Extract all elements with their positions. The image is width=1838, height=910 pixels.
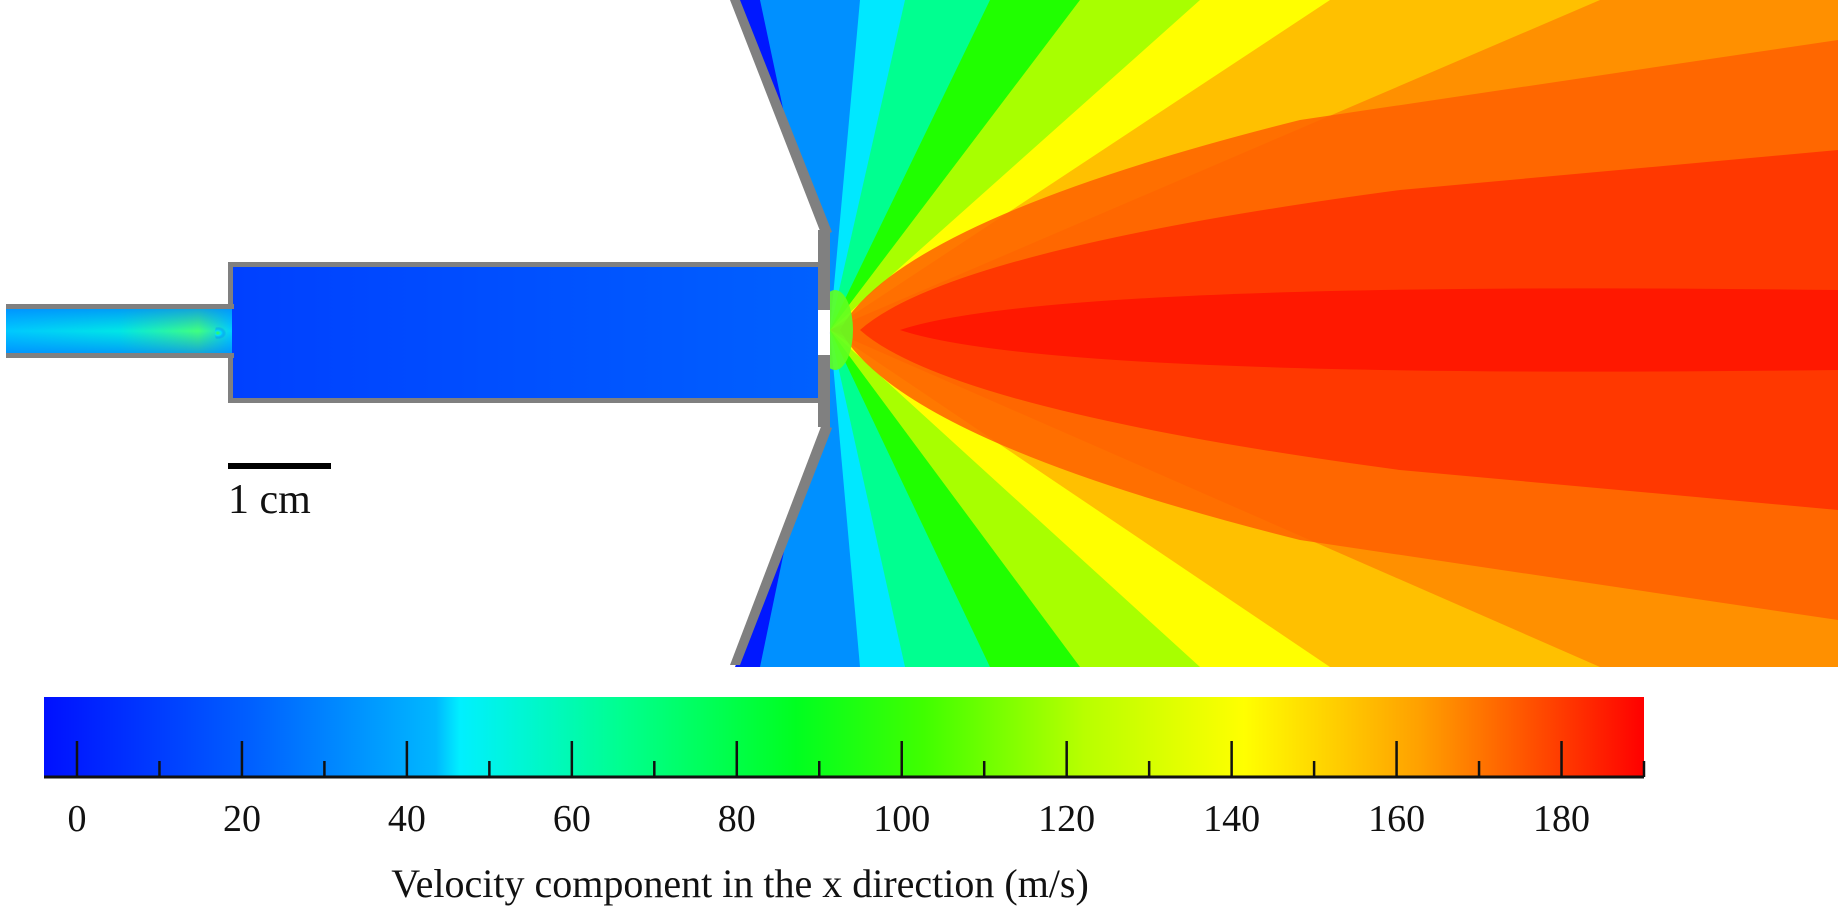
colorbar-tick-label-140: 140 [1203, 798, 1260, 840]
colorbar-tick-label-180: 180 [1533, 798, 1590, 840]
colorbar: 0 20 40 60 80 100 120 140 160 180 Velocity compon… [44, 697, 1646, 906]
nozzle-upper-wall [730, 0, 832, 236]
chamber-bottom-wall [228, 398, 820, 403]
orifice-plate-top [818, 230, 830, 310]
scale-bar-line [228, 463, 331, 469]
chamber [215, 266, 834, 400]
colorbar-ticks [75, 741, 1646, 777]
orifice-plate-bottom [818, 355, 830, 427]
colorbar-gradient [44, 697, 1644, 777]
colorbar-tick-label-100: 100 [873, 798, 930, 840]
colorbar-tick-label-80: 80 [718, 798, 756, 840]
flow-field [6, 0, 1838, 667]
colorbar-tick-label-20: 20 [223, 798, 261, 840]
colorbar-tick-label-160: 160 [1368, 798, 1425, 840]
chamber-top-wall [228, 262, 820, 267]
walls [6, 0, 832, 665]
inlet-top-wall [6, 304, 234, 309]
colorbar-tick-label-120: 120 [1038, 798, 1095, 840]
plume [735, 0, 1838, 667]
nozzle-lower-wall [730, 424, 832, 665]
chamber-left-wall-bottom [228, 353, 233, 402]
scale-bar: 1 cm [228, 463, 331, 523]
colorbar-tick-label-0: 0 [67, 798, 86, 840]
colorbar-tick-label-40: 40 [388, 798, 426, 840]
inlet-tube [6, 309, 232, 353]
colorbar-tick-label-60: 60 [553, 798, 591, 840]
scale-bar-label: 1 cm [228, 477, 311, 523]
colorbar-tick-labels: 0 20 40 60 80 100 120 140 160 180 [67, 798, 1590, 840]
chamber-left-wall-top [228, 262, 233, 309]
inlet-bottom-wall [6, 353, 234, 358]
colorbar-title: Velocity component in the x direction (m… [391, 861, 1089, 906]
